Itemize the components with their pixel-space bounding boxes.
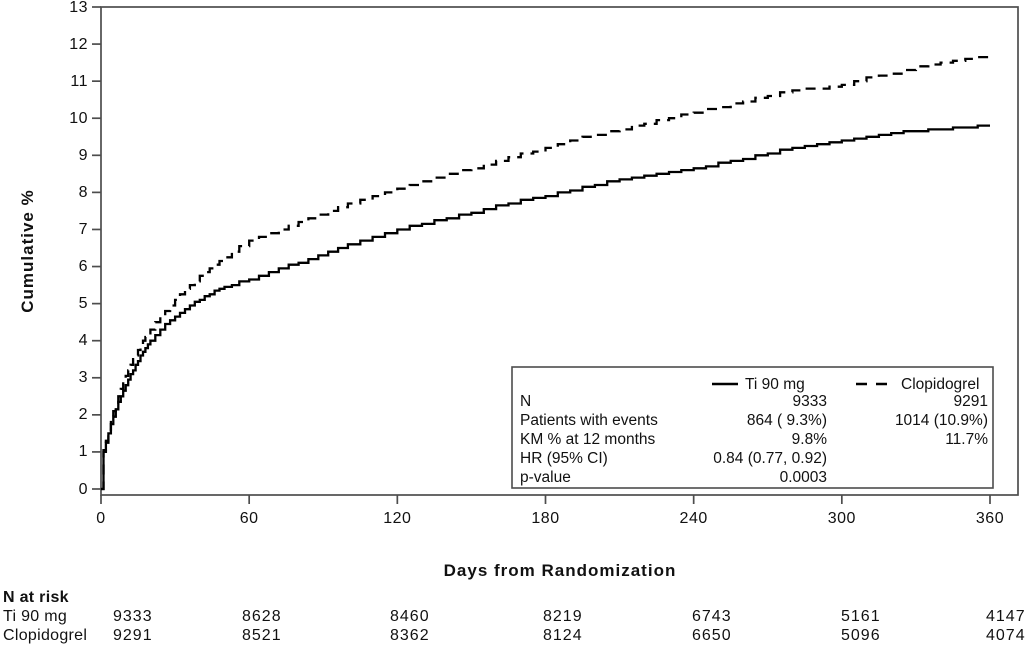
legend-stat-row: p-value 0.0003 <box>0 468 1031 487</box>
axis-ticks <box>92 6 991 504</box>
n-at-risk-value: 8362 <box>390 627 430 644</box>
legend-stat-label: Patients with events <box>520 412 658 429</box>
n-at-risk-title: N at risk <box>3 589 69 606</box>
legend-stat-value-ti90: 864 ( 9.3%) <box>746 412 827 429</box>
n-at-risk-value: 9333 <box>113 608 153 625</box>
legend-stat-value-clopidogrel: 11.7% <box>945 431 988 448</box>
n-at-risk-value: 8124 <box>543 627 583 644</box>
y-axis-title: Cumulative % <box>18 189 37 313</box>
n-at-risk-value: 5161 <box>841 608 881 625</box>
n-at-risk-value: 8219 <box>543 608 583 625</box>
x-tick-label: 180 <box>531 510 560 527</box>
n-at-risk-row-label-clopidogrel: Clopidogrel <box>3 627 88 644</box>
legend-stat-value-ti90: 9333 <box>792 393 827 410</box>
curve-clopidogrel <box>101 55 990 491</box>
n-at-risk-value: 8521 <box>242 627 282 644</box>
legend-stat-label: KM % at 12 months <box>520 431 656 448</box>
n-at-risk-value: 4147 <box>986 608 1026 625</box>
x-axis-title: Days from Randomization <box>443 561 677 580</box>
x-tick-label: 240 <box>679 510 708 527</box>
legend-stat-label: HR (95% CI) <box>520 450 608 467</box>
legend-stat-value-ti90: 0.0003 <box>779 469 827 486</box>
n-at-risk-value: 8628 <box>242 608 282 625</box>
n-at-risk-value: 5096 <box>841 627 881 644</box>
legend-stat-row: Patients with events 864 ( 9.3%) 1014 (10.… <box>0 411 1031 430</box>
y-tick-label: 8 <box>78 183 88 201</box>
survival-curves <box>101 55 990 491</box>
y-tick-label: 11 <box>70 72 88 90</box>
y-tick-label: 4 <box>78 332 88 350</box>
y-tick-label: 6 <box>78 258 88 276</box>
x-tick-label: 0 <box>96 510 106 527</box>
legend-stat-row: N 9333 9291 <box>0 392 1031 411</box>
legend-box-border <box>511 366 994 489</box>
legend-stat-value-ti90: 9.8% <box>791 431 827 448</box>
legend-entry-label-clopidogrel: Clopidogrel <box>901 376 980 393</box>
legend-stat-row: KM % at 12 months 9.8% 11.7% <box>0 430 1031 449</box>
x-tick-label: 120 <box>383 510 412 527</box>
y-tick-label: 0 <box>78 480 88 498</box>
n-at-risk-value: 4074 <box>986 627 1026 644</box>
curve-ti-90-mg <box>101 124 990 491</box>
y-tick-label: 13 <box>69 0 88 16</box>
n-at-risk-value: 6650 <box>692 627 732 644</box>
legend-stat-value-ti90: 0.84 (0.77, 0.92) <box>713 450 827 467</box>
y-tick-label: 5 <box>78 295 88 313</box>
y-tick-label: 1 <box>78 443 88 461</box>
legend-stat-row: HR (95% CI) 0.84 (0.77, 0.92) <box>0 449 1031 468</box>
legend-stat-value-clopidogrel: 9291 <box>953 393 988 410</box>
y-tick-label: 2 <box>78 406 88 424</box>
legend-entry-label-ti90: Ti 90 mg <box>745 376 805 393</box>
n-at-risk-value: 6743 <box>692 608 732 625</box>
y-tick-label: 9 <box>78 146 88 164</box>
n-at-risk-row-label-ti90: Ti 90 mg <box>3 608 68 625</box>
n-at-risk-value: 8460 <box>390 608 430 625</box>
y-tick-label: 3 <box>78 369 88 387</box>
legend-stat-label: N <box>520 393 532 410</box>
y-tick-label: 10 <box>69 109 88 127</box>
plot-frame <box>100 6 1019 496</box>
x-tick-label: 360 <box>975 510 1005 527</box>
legend-stat-value-clopidogrel: 1014 (10.9%) <box>894 412 988 429</box>
n-at-risk-value: 9291 <box>113 627 153 644</box>
x-tick-label: 300 <box>827 510 856 527</box>
legend-stat-label: p-value <box>520 469 571 486</box>
x-tick-label: 60 <box>239 510 259 527</box>
y-tick-label: 12 <box>69 35 88 53</box>
y-tick-label: 7 <box>78 220 88 238</box>
